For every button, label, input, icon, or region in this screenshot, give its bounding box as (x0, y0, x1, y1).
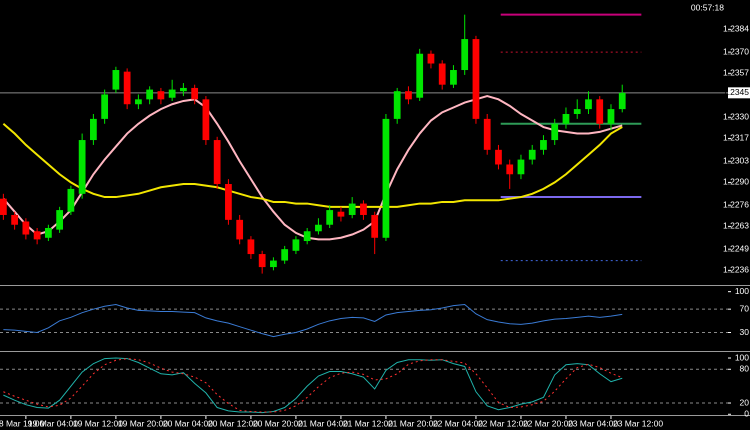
indicator-line (3, 303, 623, 338)
candle-body (180, 87, 187, 92)
clock: 00:57:18 (691, 2, 724, 12)
y-tick-label: 1.2303 (723, 155, 749, 165)
candle-body (112, 70, 120, 90)
candle-body (461, 39, 469, 71)
y-tick-label: 0 (744, 409, 749, 419)
candle-body (393, 91, 401, 119)
candle-body (382, 118, 390, 238)
candle-body (528, 149, 536, 160)
candle-body (225, 184, 232, 220)
candle-body (427, 53, 435, 64)
candle-body (618, 92, 626, 110)
y-tick-label: 1.2276 (723, 199, 749, 209)
x-tick-label: 21 Mar 20:00 (388, 418, 438, 428)
y-tick-label: 100 (735, 286, 749, 296)
y-tick-label: 70 (740, 303, 750, 313)
candle-body (596, 99, 604, 124)
candle-body (270, 260, 277, 268)
y-tick-label: 1.2317 (723, 133, 749, 143)
current-price-label: 1.2345 (723, 87, 749, 97)
x-tick-label: 21 Mar 12:00 (343, 418, 393, 428)
x-tick-label: 21 Mar 04:00 (298, 418, 348, 428)
candle-body (236, 219, 244, 240)
y-tick-label: 1.2330 (723, 112, 749, 122)
candle-body (348, 203, 356, 215)
x-tick-label: 20 Mar 12:00 (208, 418, 258, 428)
candle-body (90, 118, 97, 141)
y-tick-label: 1.2384 (723, 24, 749, 34)
x-tick-label: 22 Mar 04:00 (433, 418, 483, 428)
x-tick-label: 23 Mar 12:00 (613, 418, 663, 428)
x-tick-label: 23 Mar 04:00 (568, 418, 618, 428)
candle-body (168, 89, 176, 98)
indicator-line (2, 95, 623, 241)
candle-body (337, 211, 345, 217)
y-tick-label: 1.2357 (723, 68, 749, 78)
indicator-line (2, 123, 623, 208)
candle-body (123, 71, 131, 105)
candle-body (101, 94, 109, 119)
candle-body (585, 99, 592, 110)
candle-body (551, 123, 559, 141)
candle-body (495, 149, 502, 165)
x-tick-label: 22 Mar 12:00 (478, 418, 528, 428)
candle-body (191, 87, 199, 100)
y-tick-label: 30 (740, 327, 750, 337)
x-tick-label: 19 Mar 04:00 (28, 418, 78, 428)
candle-body (371, 214, 379, 238)
indicator-line (3, 357, 623, 414)
candle-body (326, 210, 334, 225)
candle-body (45, 228, 52, 238)
y-tick-label: 1.2263 (723, 221, 749, 231)
candle-body (258, 254, 266, 268)
candle-body (517, 159, 525, 175)
candle-body (202, 99, 210, 141)
candle-body (438, 63, 446, 85)
x-tick-label: 20 Mar 04:00 (163, 418, 213, 428)
candle-body (303, 231, 311, 242)
candle-body (56, 210, 64, 230)
candle-body (146, 89, 154, 100)
y-tick-label: 1.2236 (723, 265, 749, 275)
candle-body (450, 70, 457, 85)
candle-body (416, 53, 424, 98)
y-tick-label: 80 (740, 364, 750, 374)
candle-body (281, 249, 289, 261)
candle-body (472, 39, 480, 119)
x-tick-label: 20 Mar 20:00 (253, 418, 303, 428)
candle-body (247, 239, 255, 255)
y-tick-label: 100 (735, 352, 749, 362)
candle-body (67, 188, 75, 212)
y-tick-label: 1.2290 (723, 177, 749, 187)
candle-body (315, 224, 322, 232)
candle-body (360, 203, 367, 215)
candle-body (78, 140, 86, 194)
x-tick-label: 18 Mar 19:00 (0, 418, 44, 428)
x-tick-label: 22 Mar 20:00 (523, 418, 573, 428)
indicator-line (3, 358, 623, 413)
candle-body (607, 109, 615, 124)
y-tick-label: 20 (740, 397, 750, 407)
y-tick-label: 1.2249 (723, 243, 749, 253)
candle-body (11, 214, 19, 225)
candle-body (135, 99, 142, 105)
candle-body (0, 198, 7, 215)
candle-body (22, 221, 30, 235)
candle-body (506, 164, 514, 175)
candle-body (292, 239, 300, 251)
candle-body (562, 114, 570, 124)
candle-body (483, 118, 491, 150)
candle-body (33, 231, 41, 240)
candle-body (540, 140, 547, 150)
candle-body (157, 91, 165, 100)
current-price-box (728, 87, 750, 99)
candle-body (213, 140, 221, 185)
candle-body (405, 91, 412, 100)
x-tick-label: 19 Mar 20:00 (118, 418, 168, 428)
y-tick-label: 1.2370 (723, 46, 749, 56)
candle-body (573, 109, 581, 114)
x-tick-label: 19 Mar 12:00 (73, 418, 123, 428)
